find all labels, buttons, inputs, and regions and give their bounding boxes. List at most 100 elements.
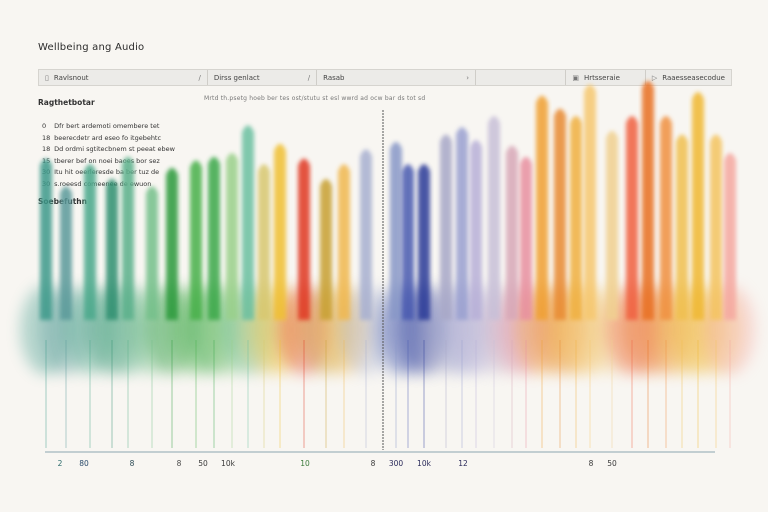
wash-blob — [516, 285, 568, 375]
drip-lines — [45, 340, 731, 448]
chart-bar — [190, 160, 202, 320]
legend-item: 0 Dfr bert ardemoti omembere tet — [42, 121, 175, 133]
x-tick-label: 10k — [221, 459, 236, 468]
chevron-right-icon: › — [466, 73, 470, 82]
legend-item-number: 0 — [42, 122, 47, 130]
legend-item-text: s.roeesd comeenee de ewuon — [54, 179, 152, 188]
legend-item: 30 s.roeesd comeenee de ewuon — [42, 179, 175, 191]
toolbar-field-2-label: Dirss genlact — [213, 73, 260, 82]
x-tick-label: 8 — [177, 459, 182, 468]
chart-bar — [258, 164, 270, 320]
toolbar-field-2[interactable]: Dirss genlact / — [208, 70, 318, 85]
wash-blob — [564, 285, 616, 375]
wash-blob — [238, 285, 290, 375]
wash-blob — [486, 285, 538, 375]
x-axis-ticks: 2 80 8 8 50 10k 10 8 300 10k 12 8 50 — [58, 459, 617, 468]
wash-blob — [318, 285, 370, 375]
chart-bar — [242, 125, 254, 320]
wash-blob — [586, 285, 638, 375]
wash-blob — [126, 285, 178, 375]
wash-blob — [254, 285, 306, 375]
wash-blob — [640, 285, 692, 375]
chart-bar — [642, 80, 654, 320]
chart-bar — [208, 156, 220, 320]
chart-bar — [626, 116, 638, 320]
chart-bar — [418, 164, 430, 320]
chart-bar — [226, 153, 238, 320]
wash-blob — [500, 285, 552, 375]
x-tick-label: 8 — [130, 459, 135, 468]
legend-item-text: Dfr bert ardemoti omembere tet — [54, 122, 160, 130]
wash-blob — [450, 285, 502, 375]
legend-item-number: 15 — [42, 156, 51, 165]
legend-item-number: 30 — [42, 168, 51, 176]
chart-bar — [274, 143, 286, 320]
chart-bar — [440, 134, 452, 320]
legend-item-text: Itu hit oeerleresde ba ber tuz de — [54, 168, 160, 176]
chart-bar — [298, 158, 310, 320]
toolbar-field-3[interactable]: Rasab › — [317, 70, 477, 85]
square-icon: ▣ — [572, 73, 579, 82]
wash-blob — [86, 285, 138, 375]
wash-blob — [40, 285, 92, 375]
wash-blob — [170, 285, 222, 375]
wash-blob — [188, 285, 240, 375]
legend-item-text: tberer bef on noei baoes bor sez — [54, 156, 160, 165]
chart-bar — [724, 153, 736, 320]
legend-item: 18 Dd ordmi sgtitecbnem st peeat ebew — [42, 144, 175, 156]
chart-bar — [584, 84, 596, 320]
chart-caption: Mrtd th.psetg hoeb ber tes ost/stutu st … — [204, 95, 426, 102]
wash-blob — [550, 285, 602, 375]
toolbar-field-4[interactable]: ▣ Hrtsseraie — [566, 70, 646, 85]
chart-bar — [390, 141, 402, 320]
chart-bar — [554, 108, 566, 320]
wash-blob — [370, 285, 422, 375]
wash-blob — [340, 285, 392, 375]
legend-item: 30 Itu hit oeerleresde ba ber tuz de — [42, 167, 175, 179]
x-tick-label: 8 — [589, 459, 594, 468]
wash-blob — [300, 285, 352, 375]
x-tick-label: 10 — [300, 459, 310, 468]
wash-blob — [606, 285, 658, 375]
chart-bar — [146, 186, 158, 320]
wash-blob — [222, 285, 274, 375]
toolbar-field-3-label: Rasab — [323, 73, 345, 82]
chart-bar — [106, 178, 118, 320]
play-icon: ▷ — [651, 73, 658, 82]
wash-blob — [20, 285, 72, 375]
wash-blob — [436, 285, 488, 375]
toolbar: ▯ Ravlsnout / Dirss genlact / Rasab › ▣ … — [38, 69, 732, 86]
chart-bar — [606, 130, 618, 320]
wash-blob — [420, 285, 472, 375]
x-tick-label: 80 — [79, 459, 89, 468]
chart-bar — [320, 178, 332, 320]
legend-item-text: beerecdetr ard eseo fo itgebehtc — [54, 133, 162, 142]
wash-blob — [278, 285, 330, 375]
chart-bar — [360, 149, 372, 320]
legend-item-text: Dd ordmi sgtitecbnem st peeat ebew — [54, 145, 175, 153]
chart-bar — [506, 145, 518, 320]
chart-bar — [488, 116, 500, 320]
chevron-icon: / — [307, 73, 311, 82]
section-heading: Soebefuthn — [38, 197, 87, 206]
x-tick-label: 12 — [458, 459, 468, 468]
legend-item-number: 30 — [42, 179, 51, 188]
wash-blob — [690, 285, 742, 375]
x-tick-label: 50 — [198, 459, 208, 468]
x-tick-label: 50 — [607, 459, 617, 468]
legend-list: 0 Dfr bert ardemoti omembere tet 18 beer… — [42, 121, 175, 190]
chart-bar — [710, 134, 722, 320]
wash-blob — [656, 285, 708, 375]
toolbar-field-1[interactable]: ▯ Ravlsnout / — [39, 70, 208, 85]
chevron-icon: / — [198, 73, 201, 82]
wash-blob — [534, 285, 586, 375]
wash-blob — [398, 285, 450, 375]
wash-blob — [146, 285, 198, 375]
legend-heading: Ragthetbotar — [38, 98, 95, 107]
wash-blob — [672, 285, 724, 375]
document-icon: ▯ — [45, 73, 49, 82]
chart-bar — [166, 167, 178, 320]
toolbar-field-5[interactable]: ▷ Raaesseasecodue — [646, 70, 731, 85]
legend-item-number: 18 — [42, 133, 51, 142]
chart-bar — [660, 116, 672, 320]
